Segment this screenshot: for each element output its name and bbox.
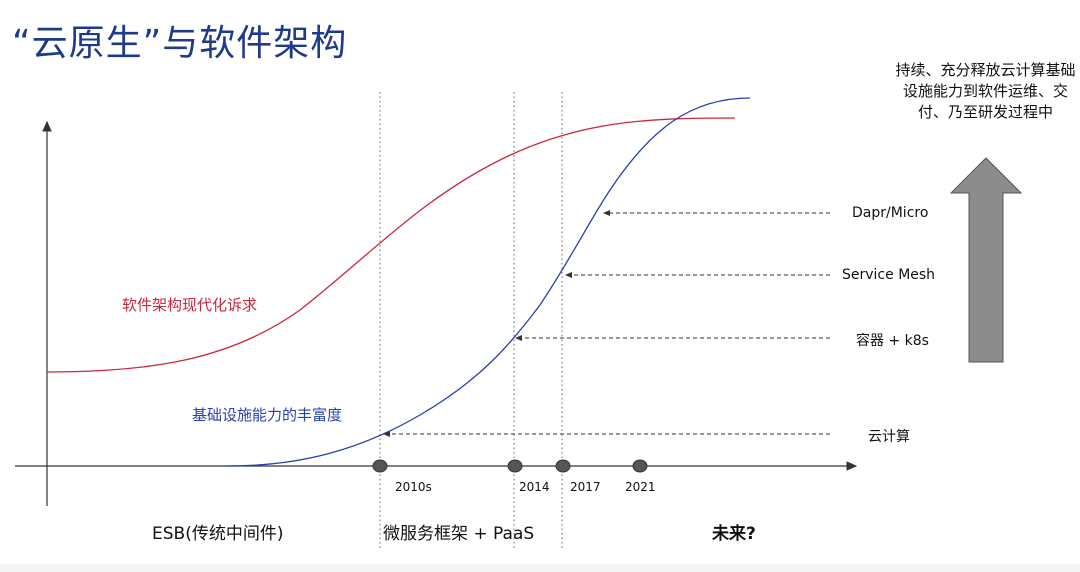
- up-arrow-icon: [949, 157, 1023, 363]
- year-label-2010s: 2010s: [395, 480, 432, 494]
- year-label-2017: 2017: [570, 480, 601, 494]
- bottom-bar: [0, 564, 1080, 572]
- era-left: ESB(传统中间件): [152, 524, 284, 544]
- blue-curve: [227, 97, 751, 467]
- era-middle: 微服务框架 + PaaS: [383, 524, 535, 544]
- red-curve: [46, 117, 736, 373]
- milestone-cloud: 云计算: [868, 429, 910, 445]
- timeline-dot-2014: [507, 459, 523, 473]
- milestone-service-mesh: Service Mesh: [842, 267, 936, 283]
- milestone-dapr: Dapr/Micro: [852, 205, 929, 221]
- timeline-dot-2010s: [372, 459, 388, 473]
- red-curve-label: 软件架构现代化诉求: [122, 296, 258, 314]
- timeline-dot-2017: [555, 459, 571, 473]
- timeline-dot-2021: [632, 459, 648, 473]
- page-title: “云原生”与软件架构: [12, 23, 348, 64]
- blue-curve-label: 基础设施能力的丰富度: [192, 406, 343, 424]
- era-right: 未来?: [712, 524, 756, 544]
- year-label-2014: 2014: [519, 480, 550, 494]
- milestone-k8s: 容器 + k8s: [856, 333, 929, 349]
- year-label-2021: 2021: [625, 480, 656, 494]
- side-note: 持续、充分释放云计算基础设施能力到软件运维、交付、乃至研发过程中: [895, 61, 1076, 121]
